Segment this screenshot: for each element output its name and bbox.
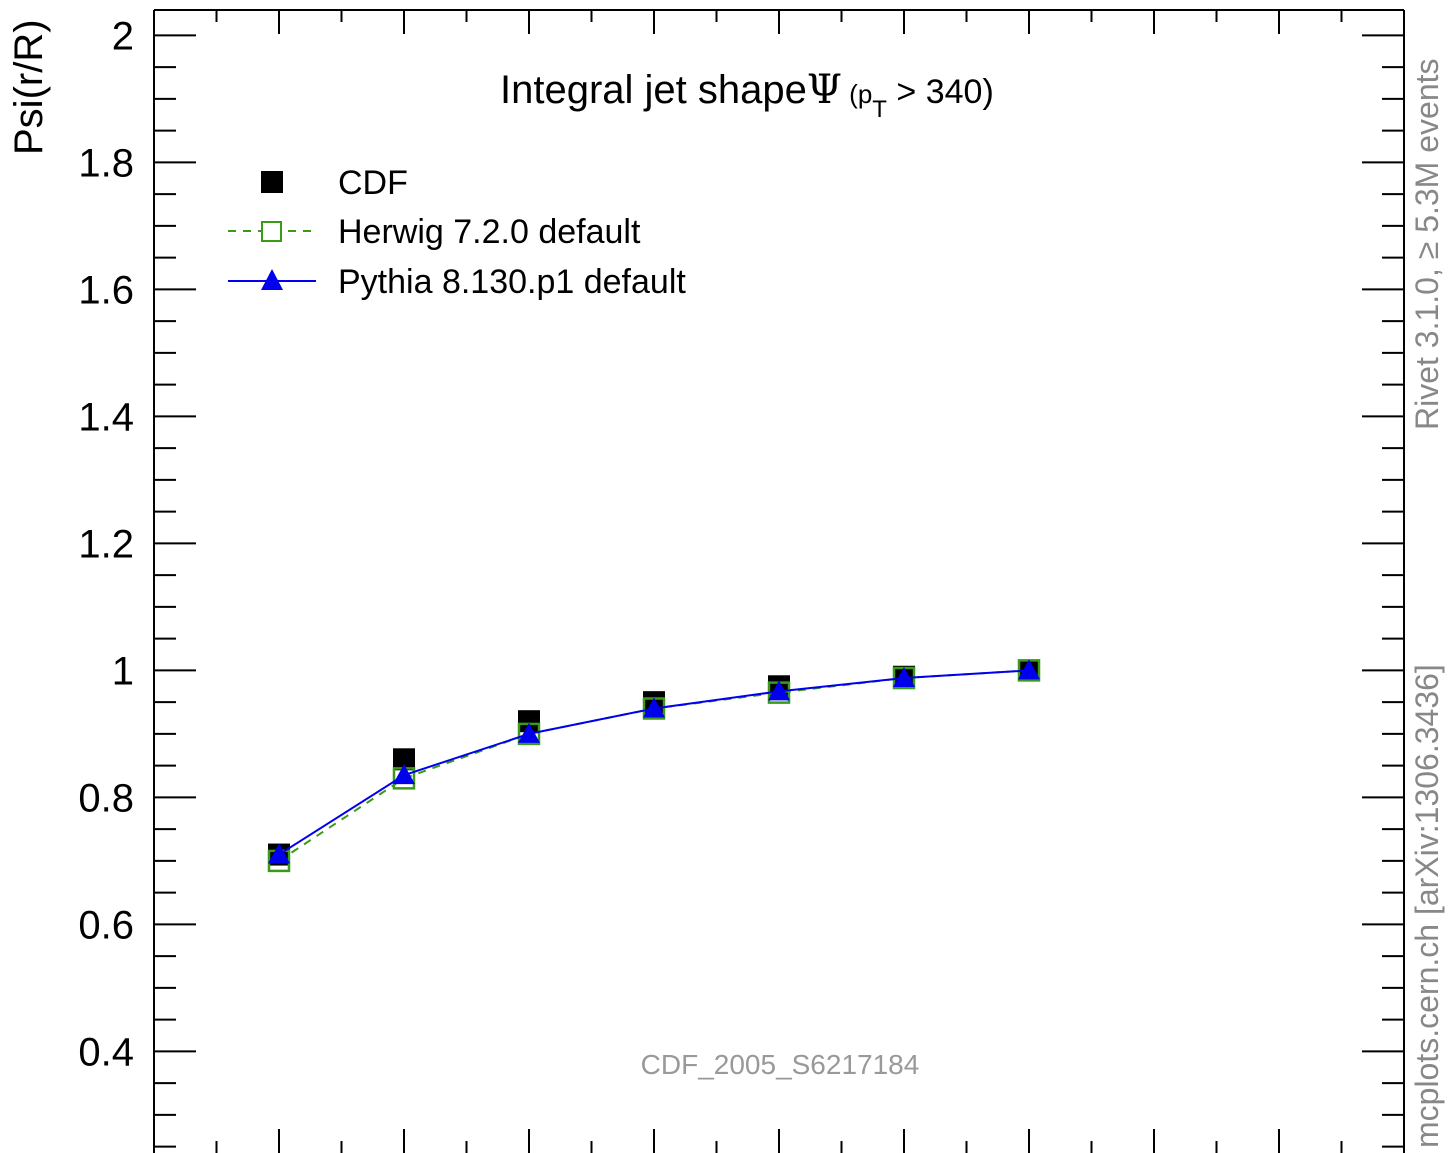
chart-title-paren: (p [842, 79, 872, 109]
legend-herwig-marker [261, 221, 282, 242]
chart-title-main: Integral jet shape [500, 68, 807, 112]
chart-title-subscript: T [872, 96, 887, 123]
legend-pythia-label: Pythia 8.130.p1 default [338, 263, 686, 301]
pythia-point [1018, 659, 1040, 680]
cdf-point [518, 710, 540, 733]
y-tick-label: 1.6 [78, 268, 134, 312]
x-axis-ticks [153, 10, 1405, 1153]
legend-cdf-marker [261, 171, 283, 193]
y-axis-title: Psi(r/R) [7, 19, 51, 155]
y-tick-label: 1 [112, 649, 134, 693]
series-layer [267, 659, 1041, 873]
y-tick-label: 0.4 [78, 1030, 134, 1074]
cdf-point [393, 748, 415, 771]
legend-cdf-label: CDF [338, 164, 408, 202]
y-tick-label: 0.8 [78, 776, 134, 820]
psi-symbol: Ψ [807, 67, 842, 113]
side-label-rivet: Rivet 3.1.0, ≥ 5.3M events [1409, 58, 1445, 430]
side-label-mcplots: mcplots.cern.ch [arXiv:1306.3436] [1409, 664, 1445, 1148]
pythia-point [268, 843, 290, 864]
legend: CDF Herwig 7.2.0 default Pythia 8.130.p1… [228, 164, 686, 301]
y-tick-label: 0.6 [78, 903, 134, 947]
y-tick-label: 2 [112, 14, 134, 58]
legend-pythia-marker [261, 269, 283, 290]
pythia-point [768, 680, 790, 701]
pythia-point [393, 764, 415, 785]
legend-herwig-label: Herwig 7.2.0 default [338, 213, 641, 251]
y-tick-label: 1.4 [78, 395, 134, 439]
chart-title: Integral jet shapeΨ (pT > 340) [500, 67, 994, 123]
y-tick-label: 1.2 [78, 522, 134, 566]
y-tick-labels: 0.4 0.6 0.8 1 1.2 1.4 1.6 1.8 2 [78, 14, 134, 1074]
y-axis-ticks [154, 34, 1404, 1148]
pythia-point [518, 722, 540, 743]
y-tick-label: 1.8 [78, 141, 134, 185]
pythia-point [643, 697, 665, 718]
watermark-analysis-id: CDF_2005_S6217184 [641, 1049, 920, 1080]
chart-title-rest: > 340) [887, 73, 994, 111]
pythia-point [893, 667, 915, 688]
